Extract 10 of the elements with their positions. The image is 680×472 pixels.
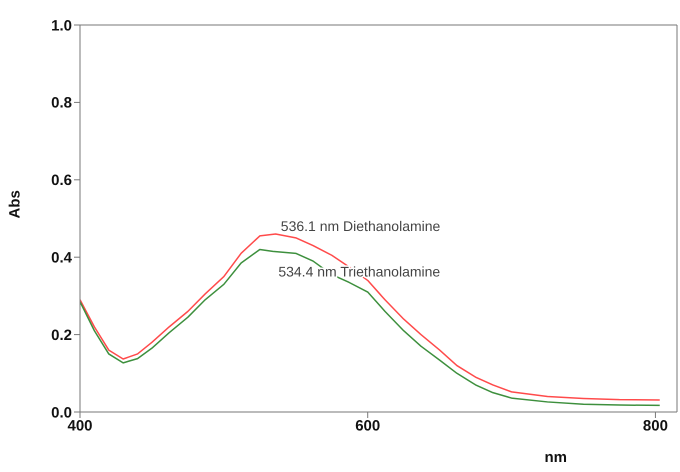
x-axis-title: nm xyxy=(544,449,567,466)
y-tick-label: 1.0 xyxy=(51,17,72,34)
x-tick-label: 600 xyxy=(355,418,380,435)
y-tick-label: 0.6 xyxy=(51,172,72,190)
y-tick-label: 0.4 xyxy=(51,250,73,267)
y-tick-label: 0.2 xyxy=(51,326,72,344)
y-tick-label: 0.8 xyxy=(51,94,72,112)
x-tick-label: 800 xyxy=(642,418,668,435)
y-axis-title: Abs xyxy=(6,190,24,218)
annotation: 536.1 nm Diethanolamine xyxy=(280,218,441,234)
